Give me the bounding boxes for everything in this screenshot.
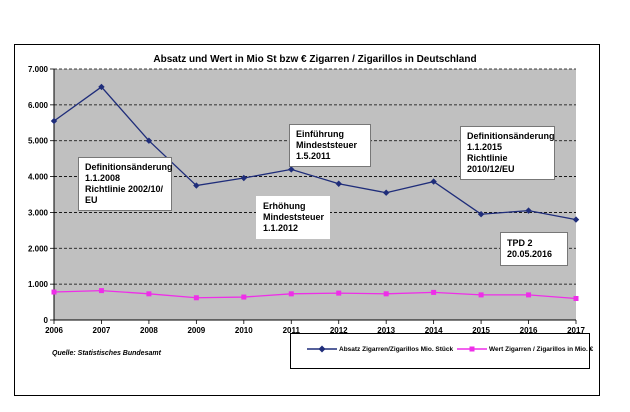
y-tick-label: 1.000: [28, 280, 49, 289]
annotation-line: Einführung: [296, 129, 344, 139]
data-point-absatz: [98, 83, 105, 91]
data-point-wert: [146, 291, 152, 297]
legend-label-wert: Wert Zigarren / Zigarillos in Mio. €: [489, 346, 594, 353]
x-tick-label: 2006: [45, 326, 63, 335]
y-tick-label: 2.000: [28, 244, 49, 253]
data-point-absatz: [525, 207, 532, 214]
data-point-absatz: [572, 216, 580, 223]
y-tick-label: 0: [44, 316, 49, 325]
data-point-absatz: [50, 117, 58, 125]
annotation-line: Mindeststeuer: [263, 212, 325, 222]
annotation-line: 20.05.2016: [507, 249, 553, 259]
data-point-wert: [98, 288, 104, 294]
legend-swatch-wert: [457, 346, 487, 352]
data-point-absatz: [288, 166, 295, 173]
annotation-line: 2010/12/EU: [467, 164, 515, 174]
x-tick-label: 2014: [425, 326, 443, 335]
data-point-wert: [336, 290, 342, 296]
y-tick-label: 3.000: [28, 208, 49, 217]
data-point-absatz: [382, 189, 390, 196]
series-line-absatz: [53, 86, 577, 221]
data-point-absatz: [193, 182, 200, 189]
x-tick-label: 2012: [330, 326, 348, 335]
data-point-absatz: [240, 174, 248, 182]
annotation-line: Richtlinie 2002/10/: [85, 184, 164, 194]
data-point-absatz: [145, 137, 153, 144]
annotation-mindeststeuer-2012: Erhöhung Mindeststeuer 1.1.2012: [256, 196, 330, 239]
x-tick-label: 2011: [283, 326, 301, 335]
data-point-wert: [478, 292, 484, 298]
y-tick-label: 7.000: [28, 65, 49, 74]
chart-title: Absatz und Wert in Mio St bzw € Zigarren…: [153, 54, 477, 65]
annotation-line: 1.5.2011: [296, 151, 331, 161]
source-note: Quelle: Statistisches Bundesamt: [52, 350, 161, 357]
data-point-wert: [51, 289, 57, 295]
x-tick-label: 2013: [377, 326, 395, 335]
x-tick-label: 2016: [520, 326, 538, 335]
annotation-definition-2015: Definitionsänderung 1.1.2015 Richtlinie …: [460, 126, 555, 180]
x-tick-label: 2010: [235, 326, 253, 335]
x-tick-label: 2017: [567, 326, 585, 335]
annotation-line: TPD 2: [507, 238, 533, 248]
annotation-mindeststeuer-2011: Einführung Mindeststeuer 1.5.2011: [289, 124, 371, 167]
legend-swatch-absatz: [307, 345, 337, 353]
data-point-absatz: [477, 211, 485, 218]
annotation-line: Erhöhung: [263, 201, 306, 211]
data-point-wert: [241, 294, 247, 300]
annotation-line: Definitionsänderung: [85, 162, 173, 172]
legend-label-absatz: Absatz Zigarren/Zigarillos Mio. Stück: [339, 346, 454, 353]
annotation-line: 1.1.2012: [263, 223, 299, 233]
y-tick-label: 4.000: [28, 173, 49, 182]
legend: Absatz Zigarren/Zigarillos Mio. Stück We…: [290, 333, 594, 369]
y-tick-label: 6.000: [28, 101, 49, 110]
x-tick-label: 2008: [140, 326, 158, 335]
x-tick-label: 2009: [187, 326, 205, 335]
series-line-wert: [53, 289, 577, 300]
annotation-line: 1.1.2015: [467, 142, 503, 152]
annotation-definition-2008: Definitionsänderung 1.1.2008 Richtlinie …: [78, 157, 173, 211]
data-point-wert: [526, 292, 532, 298]
data-point-absatz: [430, 178, 437, 185]
x-tick-label: 2015: [472, 326, 490, 335]
y-tick-label: 5.000: [28, 137, 49, 146]
data-point-wert: [431, 289, 437, 295]
annotation-line: EU: [85, 195, 98, 205]
data-point-wert: [288, 291, 294, 297]
annotation-line: Richtlinie: [467, 153, 508, 163]
data-point-wert: [383, 291, 389, 297]
annotation-line: Mindeststeuer: [296, 140, 358, 150]
annotation-line: Definitionsänderung: [467, 131, 555, 141]
data-point-wert: [193, 295, 199, 301]
annotation-tpd2: TPD 2 20.05.2016: [500, 232, 568, 266]
data-point-absatz: [335, 180, 342, 187]
annotation-line: 1.1.2008: [85, 173, 121, 183]
data-point-wert: [573, 295, 579, 301]
x-tick-label: 2007: [93, 326, 111, 335]
